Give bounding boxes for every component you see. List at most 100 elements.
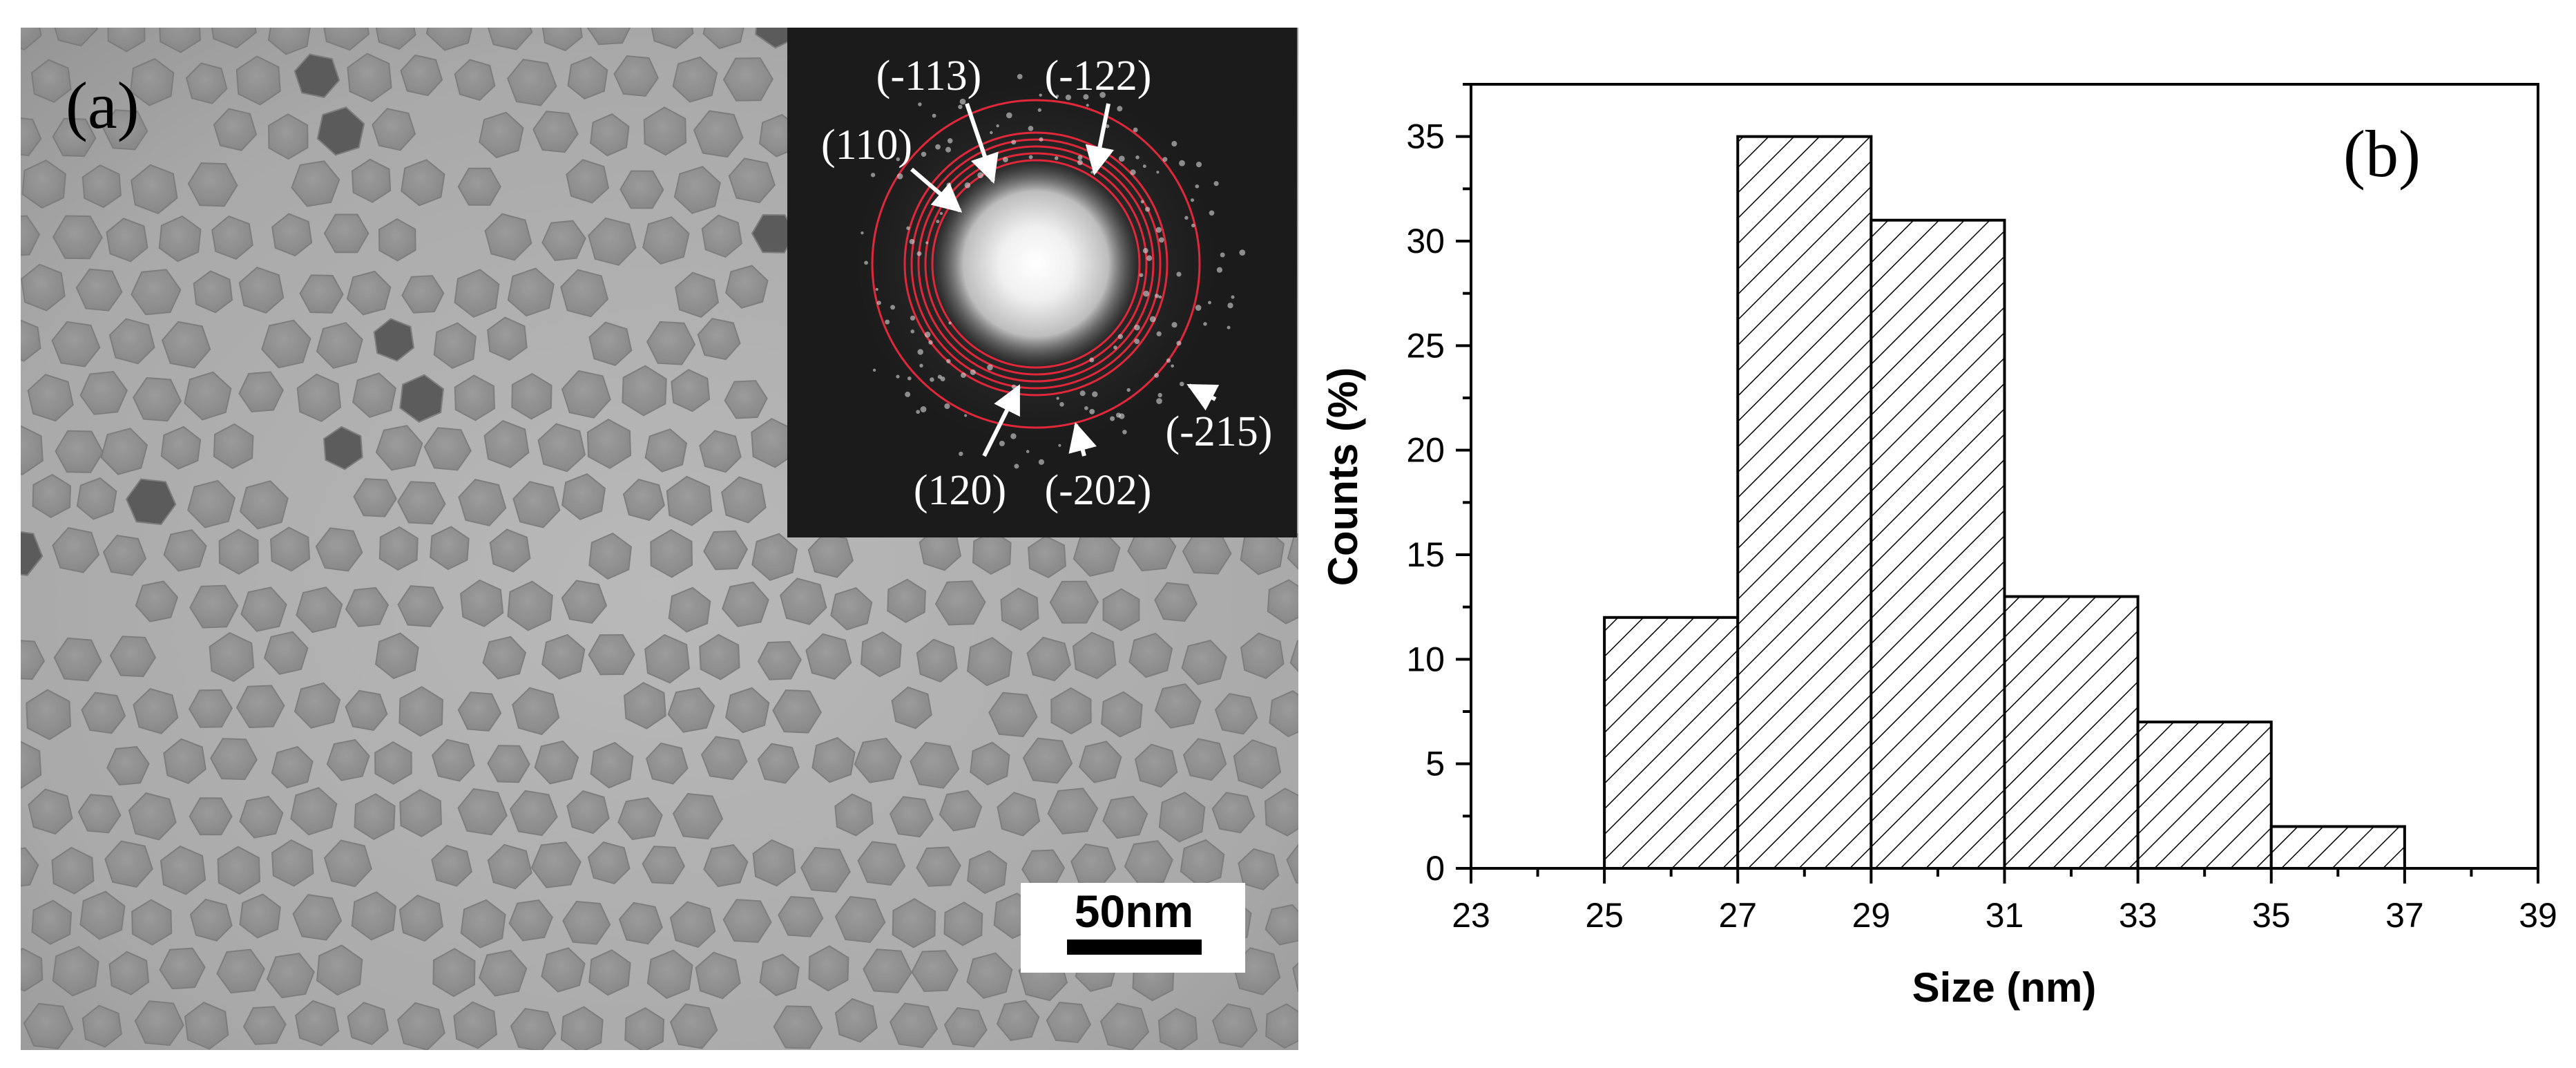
nanoparticle [347,1002,389,1045]
nanoparticle [751,213,796,254]
diffraction-spot [1140,200,1144,204]
nanoparticle [532,111,579,153]
diffraction-spot [1209,210,1215,216]
nanoparticle [351,158,392,203]
panel-b-label: (b) [2343,117,2421,191]
diffraction-spot [917,349,923,355]
nanoparticle [613,55,659,97]
nanoparticle [102,109,148,151]
nanoparticle [1046,1002,1092,1043]
nanoparticle [397,585,444,627]
nanoparticle-layer [21,28,1393,1050]
nanoparticle [590,113,630,157]
nanoparticle [261,319,311,369]
diffraction-ring [903,131,1169,397]
histogram-bar [2003,595,2140,870]
diffraction-spot [1092,391,1098,397]
diffraction-spot [1014,464,1019,469]
nanoparticle [1267,579,1298,624]
nanoparticle [1128,632,1173,678]
nanoparticle [482,636,527,680]
nanoparticle [586,28,631,46]
diffraction-spot [1054,156,1059,160]
y-axis-title: Counts (%) [1320,368,1366,587]
nanoparticle [21,117,42,157]
nanoparticle [668,587,711,633]
nanoparticle [943,1007,988,1048]
nanoparticle [624,682,666,730]
nanoparticle [697,318,741,361]
nanoparticle [189,797,233,836]
diffraction-spot [861,231,864,235]
histogram-bar [1869,218,2006,870]
nanoparticle [102,535,147,576]
diffraction-spot [916,410,921,414]
y-tick-label: 5 [1425,745,1445,783]
nanoparticle [916,846,961,887]
nanoparticle [1317,794,1354,836]
nanoparticle [189,584,239,629]
nanoparticle [671,369,711,412]
nanoparticle [650,528,693,578]
nanoparticle [1269,690,1298,738]
nanoparticle [646,321,696,365]
diffraction-spot [872,368,876,372]
arrow-202 [1068,421,1097,457]
nanoparticle [81,1004,122,1048]
nanoparticle [108,951,150,995]
nanoparticle [567,56,608,100]
diffraction-spot [1084,406,1088,410]
diffraction-spot [936,220,940,224]
diffraction-spot [896,173,903,180]
nanoparticle [425,28,473,51]
arrow-122 [1085,103,1115,176]
diffraction-spot [1156,398,1162,404]
nanoparticle [316,106,365,156]
nanoparticle [561,580,608,624]
nanoparticle [211,28,257,49]
x-tick-label: 29 [1852,896,1891,935]
nanoparticle [299,274,344,314]
nanoparticle [1182,738,1227,781]
nanoparticle [1264,788,1298,837]
diffraction-spot [1179,381,1184,387]
nanoparticle [184,1002,229,1050]
y-tick-label: 0 [1425,849,1445,888]
diffraction-spot [958,104,963,109]
nanoparticle [51,846,95,895]
x-tick-label: 23 [1452,896,1490,935]
diffraction-ring [910,138,1162,390]
nanoparticle [1349,739,1393,789]
nanoparticle [834,998,878,1043]
nanoparticle [52,527,100,573]
diffraction-spot [1156,331,1162,336]
nanoparticle [1349,844,1390,888]
nanoparticle [757,640,802,680]
nanoparticle [188,689,233,728]
nanoparticle [1026,636,1071,682]
diffraction-spot [1028,155,1033,160]
nanoparticle [240,587,287,632]
nanoparticle [512,481,561,528]
nanoparticle [163,738,206,784]
nanoparticle [454,59,496,102]
nanoparticle [400,54,443,97]
nanoparticle [722,57,773,102]
nanoparticle [1292,962,1298,993]
nanoparticle [673,166,721,214]
diffraction-spot [909,238,915,245]
nanoparticle [354,793,396,840]
nanoparticle [561,370,611,419]
nanoparticle [534,740,579,785]
nanoparticle [81,164,122,209]
y-tick-label: 35 [1406,117,1445,156]
nanoparticle [772,689,822,734]
nanoparticle [433,322,477,370]
nanoparticle [26,689,72,741]
nanoparticle [1238,848,1280,890]
diffraction-spot [1077,155,1083,160]
nanoparticle [31,899,73,945]
nanoparticle [1000,587,1039,631]
histogram-bar [1603,616,1740,870]
